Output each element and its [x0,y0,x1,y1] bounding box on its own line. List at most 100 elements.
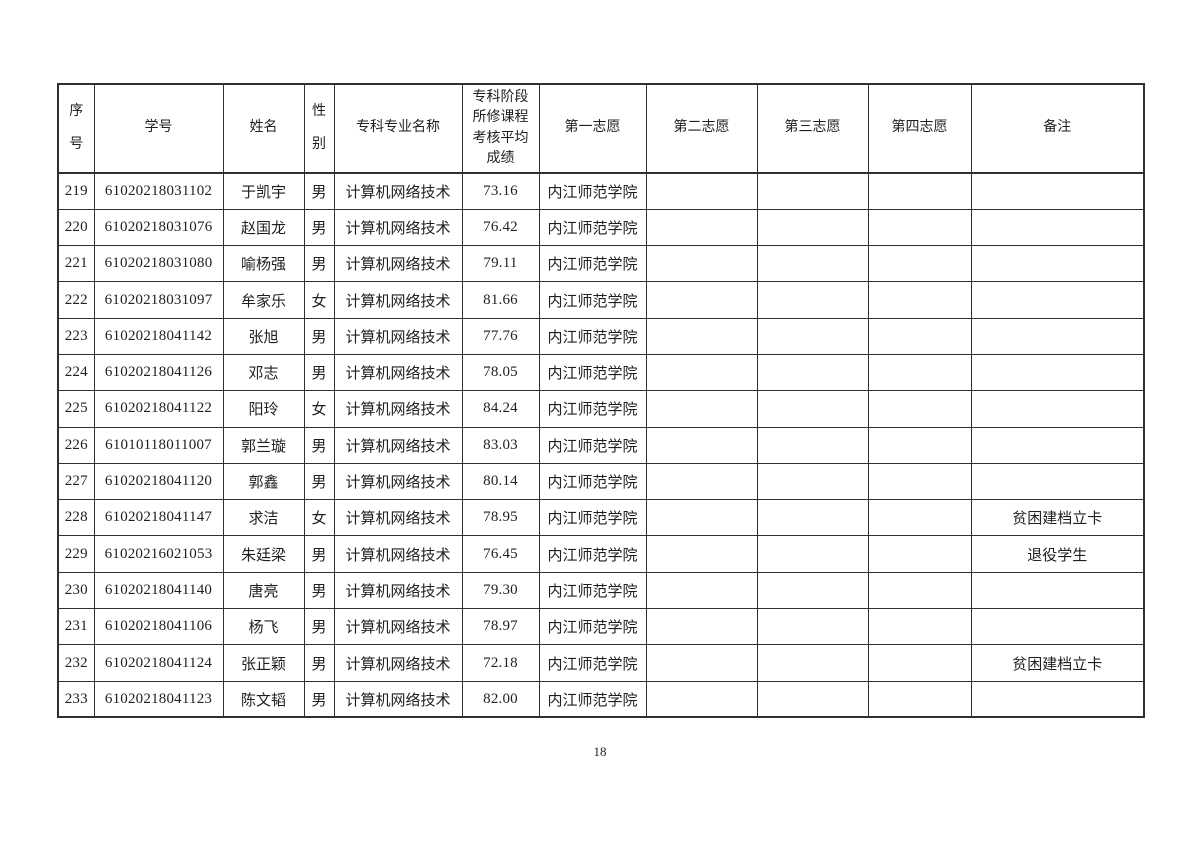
cell-name: 陈文韬 [222,680,305,718]
cell-serial: 229 [57,535,95,573]
cell-name: 赵国龙 [222,208,305,247]
cell-choice-3 [756,499,869,537]
cell-choice-1: 内江师范学院 [538,608,647,646]
cell-choice-3 [756,208,869,247]
cell-avg-score: 73.16 [461,172,540,210]
cell-avg-score: 82.00 [461,680,540,718]
cell-major: 计算机网络技术 [333,499,463,537]
cell-name: 喻杨强 [222,245,305,283]
cell-choice-1: 内江师范学院 [538,208,647,247]
cell-serial: 224 [57,353,95,392]
cell-major: 计算机网络技术 [333,644,463,682]
table-row: 222 61020218031097 牟家乐 女 计算机网络技术 81.66 内… [57,281,1145,319]
cell-choice-2 [645,680,758,718]
cell-choice-1: 内江师范学院 [538,644,647,682]
table-row: 228 61020218041147 求洁 女 计算机网络技术 78.95 内江… [57,499,1145,537]
cell-name: 张正颖 [222,644,305,682]
cell-gender: 男 [303,208,335,247]
cell-choice-2 [645,535,758,573]
cell-major: 计算机网络技术 [333,426,463,464]
cell-major: 计算机网络技术 [333,353,463,392]
cell-avg-score: 83.03 [461,426,540,464]
table-row: 233 61020218041123 陈文韬 男 计算机网络技术 82.00 内… [57,680,1145,718]
table-row: 231 61020218041106 杨飞 男 计算机网络技术 78.97 内江… [57,608,1145,646]
cell-serial: 231 [57,608,95,646]
cell-avg-score: 76.42 [461,208,540,247]
cell-choice-1: 内江师范学院 [538,462,647,501]
cell-gender: 女 [303,281,335,319]
table-row: 229 61020216021053 朱廷梁 男 计算机网络技术 76.45 内… [57,535,1145,573]
header-choice-2: 第二志愿 [645,83,758,174]
cell-choice-4 [867,172,972,210]
cell-gender: 男 [303,680,335,718]
cell-choice-1: 内江师范学院 [538,535,647,573]
cell-gender: 女 [303,390,335,428]
cell-gender: 男 [303,644,335,682]
cell-choice-2 [645,390,758,428]
cell-choice-2 [645,571,758,610]
cell-student-id: 61020218041147 [93,499,224,537]
cell-choice-1: 内江师范学院 [538,317,647,355]
cell-major: 计算机网络技术 [333,462,463,501]
cell-avg-score: 78.97 [461,608,540,646]
cell-student-id: 61020218041142 [93,317,224,355]
table-body: 219 61020218031102 于凯宇 男 计算机网络技术 73.16 内… [57,172,1145,718]
cell-avg-score: 78.95 [461,499,540,537]
cell-choice-3 [756,426,869,464]
cell-choice-2 [645,426,758,464]
table-row: 220 61020218031076 赵国龙 男 计算机网络技术 76.42 内… [57,208,1145,247]
cell-major: 计算机网络技术 [333,208,463,247]
cell-remark: 贫困建档立卡 [970,499,1145,537]
cell-choice-1: 内江师范学院 [538,499,647,537]
cell-choice-4 [867,353,972,392]
cell-serial: 230 [57,571,95,610]
cell-major: 计算机网络技术 [333,281,463,319]
cell-student-id: 61020218041122 [93,390,224,428]
cell-serial: 233 [57,680,95,718]
cell-choice-3 [756,535,869,573]
cell-serial: 232 [57,644,95,682]
header-name: 姓名 [222,83,305,174]
cell-student-id: 61020218031080 [93,245,224,283]
cell-student-id: 61020218041123 [93,680,224,718]
cell-choice-1: 内江师范学院 [538,281,647,319]
cell-remark [970,571,1145,610]
cell-remark [970,353,1145,392]
cell-remark [970,462,1145,501]
cell-choice-3 [756,353,869,392]
cell-remark [970,172,1145,210]
cell-remark: 退役学生 [970,535,1145,573]
cell-choice-3 [756,245,869,283]
cell-choice-2 [645,172,758,210]
admission-results-table: 序 号 学号 姓名 性 别 专科专业名称 专科阶段 所修课程 考核平均 成绩 第… [57,83,1145,719]
cell-remark [970,281,1145,319]
table-row: 232 61020218041124 张正颖 男 计算机网络技术 72.18 内… [57,644,1145,682]
cell-serial: 221 [57,245,95,283]
header-gender: 性 别 [303,83,335,174]
cell-choice-3 [756,317,869,355]
cell-student-id: 61020218031102 [93,172,224,210]
cell-gender: 男 [303,172,335,210]
table-row: 219 61020218031102 于凯宇 男 计算机网络技术 73.16 内… [57,172,1145,210]
cell-major: 计算机网络技术 [333,317,463,355]
cell-gender: 女 [303,499,335,537]
cell-gender: 男 [303,571,335,610]
cell-avg-score: 80.14 [461,462,540,501]
cell-major: 计算机网络技术 [333,535,463,573]
header-choice-1: 第一志愿 [538,83,647,174]
cell-remark [970,208,1145,247]
header-avg-score: 专科阶段 所修课程 考核平均 成绩 [461,83,540,174]
cell-avg-score: 79.30 [461,571,540,610]
cell-student-id: 61010118011007 [93,426,224,464]
table-row: 226 61010118011007 郭兰璇 男 计算机网络技术 83.03 内… [57,426,1145,464]
cell-choice-3 [756,462,869,501]
cell-remark [970,680,1145,718]
cell-choice-2 [645,644,758,682]
cell-choice-2 [645,245,758,283]
cell-choice-3 [756,172,869,210]
cell-remark [970,317,1145,355]
cell-choice-1: 内江师范学院 [538,245,647,283]
cell-student-id: 61020218041126 [93,353,224,392]
cell-major: 计算机网络技术 [333,608,463,646]
cell-choice-2 [645,462,758,501]
